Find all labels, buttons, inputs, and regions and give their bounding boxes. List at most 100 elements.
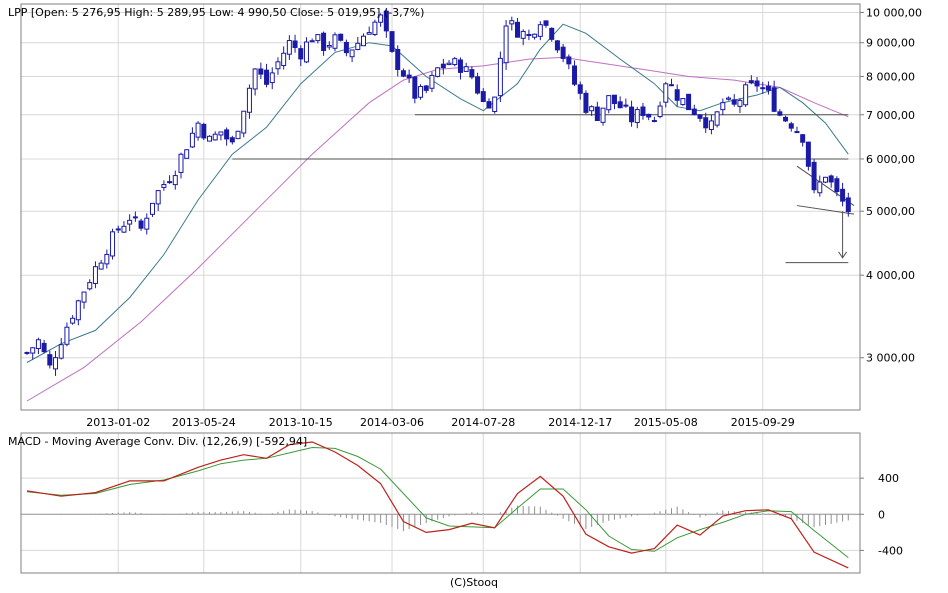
candle-body — [178, 153, 184, 173]
candle-body — [577, 84, 583, 94]
candle-body — [138, 220, 144, 229]
candle-body — [275, 61, 281, 70]
candle-body — [298, 48, 304, 60]
candle-body — [252, 68, 258, 90]
candle-body — [497, 57, 503, 97]
candle-body — [110, 231, 116, 257]
candle-body — [144, 217, 150, 230]
candle-body — [218, 131, 224, 136]
candle-body — [440, 63, 446, 69]
footer-copyright: (C)Stooq — [450, 576, 498, 589]
candle-body — [87, 282, 93, 290]
macd-y-tick-label: -400 — [878, 544, 903, 557]
macd-histogram — [26, 505, 849, 532]
candle-body — [378, 14, 384, 23]
candle-body — [212, 133, 218, 141]
candle-body — [777, 111, 783, 116]
price-y-tick-label: 10 000,00 — [866, 6, 922, 19]
candle-body — [81, 291, 87, 303]
price-y-tick-label: 9 000,00 — [866, 37, 915, 50]
candle-body — [760, 87, 766, 90]
candle-body — [840, 188, 846, 202]
candle-body — [127, 219, 133, 225]
price-x-tick-label: 2014-03-06 — [360, 416, 424, 429]
target-arrow-head — [838, 251, 848, 259]
macd-lines — [26, 441, 849, 569]
candle-body — [532, 33, 538, 38]
price-y-tick-label: 4 000,00 — [866, 269, 915, 282]
candle-body — [606, 95, 612, 111]
candle-body — [207, 135, 213, 142]
candle-body — [423, 85, 429, 91]
candle-body — [446, 62, 452, 66]
candle-body — [64, 326, 70, 345]
candle-body — [58, 344, 64, 359]
candle-body — [457, 59, 463, 73]
candle-body — [475, 76, 481, 94]
candle-body — [748, 80, 754, 84]
candle-body — [800, 134, 806, 143]
candle-body — [35, 339, 41, 350]
candle-body — [822, 176, 828, 183]
candle-body — [754, 80, 760, 87]
candle-body — [629, 106, 635, 123]
candle-body — [509, 20, 515, 25]
candle-body — [480, 91, 486, 102]
price-x-tick-label: 2013-05-24 — [172, 416, 236, 429]
candle-body — [817, 181, 823, 194]
candle-body — [526, 34, 532, 37]
candle-body — [229, 137, 235, 143]
candle-body — [132, 216, 138, 219]
candle-body — [566, 56, 572, 65]
price-candles — [24, 8, 851, 376]
candle-body — [714, 111, 720, 126]
candle-body — [167, 181, 173, 184]
candle-body — [235, 130, 241, 140]
candle-body — [572, 65, 578, 85]
candle-body — [583, 92, 589, 113]
candle-body — [41, 342, 47, 353]
candle-body — [788, 123, 794, 129]
candle-body — [737, 99, 743, 107]
price-y-tick-label: 3 000,00 — [866, 352, 915, 365]
candle-body — [469, 69, 475, 78]
candle-body — [691, 108, 697, 116]
candle-body — [657, 105, 663, 118]
candle-body — [338, 33, 344, 41]
candle-body — [343, 41, 349, 54]
candle-body — [75, 300, 81, 321]
price-x-tick-label: 2015-05-08 — [634, 416, 698, 429]
candle-body — [703, 117, 709, 129]
candle-body — [258, 68, 264, 75]
candle-body — [668, 84, 674, 87]
candle-body — [663, 83, 669, 103]
price-x-tick-label: 2015-09-29 — [731, 416, 795, 429]
candle-body — [634, 109, 640, 123]
candle-body — [309, 40, 315, 43]
candle-body — [241, 110, 247, 134]
candle-body — [554, 40, 560, 51]
candle-body — [115, 228, 121, 231]
candle-body — [828, 175, 834, 183]
candle-body — [292, 40, 298, 48]
candle-body — [623, 104, 629, 107]
candle-body — [395, 48, 401, 70]
candle-body — [651, 120, 657, 123]
candle-body — [731, 99, 737, 105]
candle-body — [70, 317, 76, 324]
candle-body — [486, 101, 492, 109]
candle-body — [674, 89, 680, 101]
candle-body — [172, 175, 178, 186]
candle-body — [794, 131, 800, 134]
candle-body — [720, 102, 726, 111]
candle-body — [355, 42, 361, 50]
candle-body — [418, 86, 424, 98]
candle-body — [697, 114, 703, 119]
price-x-tick-label: 2013-10-15 — [269, 416, 333, 429]
candle-body — [708, 120, 714, 130]
candle-body — [726, 97, 732, 100]
macd-panel-frame — [20, 432, 861, 574]
price-y-tick-label: 7 000,00 — [866, 109, 915, 122]
candle-body — [680, 98, 686, 106]
